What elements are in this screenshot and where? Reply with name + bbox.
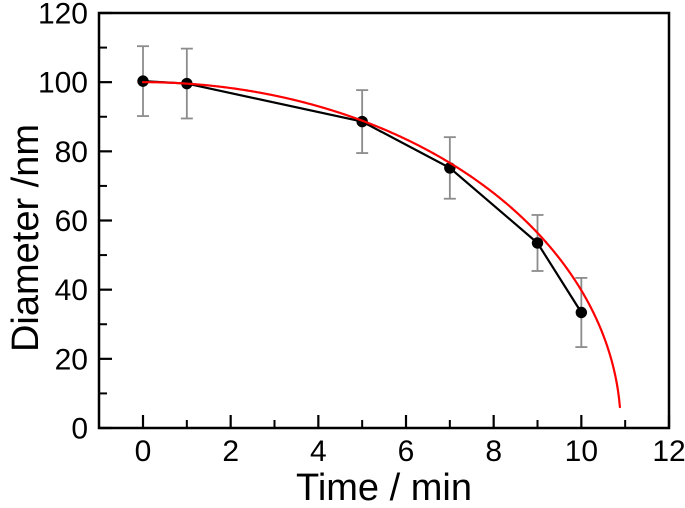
x-tick-label: 10 bbox=[565, 435, 598, 468]
y-tick-label: 100 bbox=[38, 67, 88, 100]
y-tick-label: 120 bbox=[38, 0, 88, 31]
y-tick-label: 80 bbox=[55, 136, 88, 169]
data-point bbox=[531, 237, 544, 249]
x-tick-label: 4 bbox=[310, 435, 327, 468]
y-tick-label: 60 bbox=[55, 205, 88, 238]
x-tick-label: 8 bbox=[485, 435, 502, 468]
x-tick-label: 12 bbox=[652, 435, 685, 468]
fit-curve bbox=[141, 81, 622, 409]
y-tick-label: 20 bbox=[55, 343, 88, 376]
x-axis-title: Time / min bbox=[296, 467, 472, 508]
y-tick-label: 40 bbox=[55, 274, 88, 307]
plot-frame bbox=[97, 11, 671, 430]
y-axis-title: Diameter /nm bbox=[5, 124, 47, 352]
y-tick-label: 0 bbox=[71, 413, 88, 446]
x-tick-label: 0 bbox=[135, 435, 152, 468]
data-point bbox=[575, 306, 588, 319]
x-tick-label: 6 bbox=[398, 435, 415, 468]
x-tick-label: 2 bbox=[222, 435, 239, 468]
